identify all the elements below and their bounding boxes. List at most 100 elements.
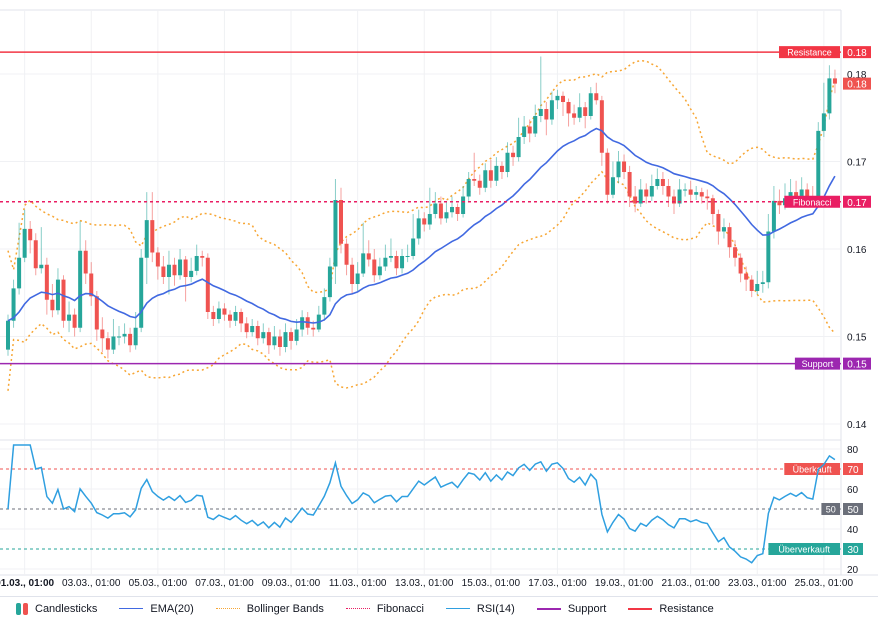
candle-body [300,317,305,330]
price-tick-label: 0.15 [847,333,867,344]
candle-body [39,264,44,269]
rsi-level-tag-label: 50 [826,505,836,515]
candle-body [599,100,604,153]
ema-line [7,127,836,324]
candle-body [760,282,765,284]
candle-body [133,327,138,346]
candle-body [194,256,199,271]
candle-body [538,109,543,116]
rsi-level-value-tag [843,543,863,555]
candle-body [339,200,343,244]
candle-body [272,336,277,346]
legend-item-fibonacci[interactable]: Fibonacci [345,602,424,615]
time-tick-label: 17.03., 01:00 [528,578,587,589]
candle-body [17,257,22,289]
candle-body [805,189,810,197]
candle-body [166,264,171,277]
candle-body [261,332,266,339]
time-tick-label: 21.03., 01:00 [661,578,720,589]
candle-body [572,113,577,118]
candle-body [616,161,621,178]
legend-item-support[interactable]: Support [536,602,607,615]
rsi-level-value-label: 70 [847,465,859,476]
candle-body [461,196,466,214]
candle-body [117,336,121,338]
candle-body [244,323,249,333]
legend-label: Support [567,602,607,615]
candlestick-swatch-icon [16,602,28,615]
level-value-label: 0.15 [847,360,867,371]
candle-body [672,196,676,204]
candle-body [649,186,654,197]
candle-body [283,332,288,347]
candle-body [233,312,238,321]
candle-body [633,196,638,204]
candle-body [178,259,183,276]
candle-body [44,264,49,300]
chart[interactable]: 0.14 0.15 0.16 0.17 0.18 20 40 60 80 01.03., 01:0… [0,0,878,596]
legend-label: Fibonacci [376,602,424,615]
legend-item-ema[interactable]: EMA(20) [119,603,194,615]
line-swatch-icon [119,608,144,609]
candle-body [239,312,244,324]
candle-body [333,200,338,267]
candle-body [566,102,571,114]
candle-body [250,326,255,333]
candle-body [799,189,804,197]
candle-body [377,266,382,276]
legend-item-rsi[interactable]: RSI(14) [445,602,515,615]
candle-body [400,256,405,269]
candle-body [516,137,521,158]
level-tag [794,357,840,370]
candle-body [477,180,482,188]
candle-body [627,172,632,197]
candle-body [411,238,416,256]
candle-body [89,273,94,297]
candle-body [72,314,77,328]
candle-body [344,243,349,265]
time-tick-label: 15.03., 01:00 [462,578,521,589]
candle-body [394,256,399,269]
time-tick-label: 07.03., 01:00 [195,578,254,589]
candle-body [472,179,477,181]
legend-item-bollinger[interactable]: Bollinger Bands [215,603,324,615]
candle-body [6,320,10,350]
time-tick-label: 05.03., 01:00 [129,578,188,589]
legend-item-resistance[interactable]: Resistance [628,603,714,615]
candle-body [28,228,33,241]
rsi-level-tag [768,543,840,555]
candle-body [788,192,793,199]
rsi-level-value-tag [843,503,863,515]
candle-body [433,203,438,214]
time-tick-label: 01.03., 01:00 [0,578,55,589]
candle-body [677,189,682,204]
candle-body [444,212,449,219]
candle-body [694,192,699,195]
legend-item-candlesticks[interactable]: Candlesticks [16,602,97,615]
candle-body [438,203,443,219]
time-tick-label: 13.03., 01:00 [395,578,454,589]
rsi-tick-label: 80 [847,445,859,456]
level-tag-label: Support [802,359,834,369]
candle-body [794,192,799,197]
candle-body [733,247,738,258]
candle-body [94,296,99,330]
candle-body [128,333,133,346]
candle-body [577,107,582,118]
candle-body [350,264,355,284]
candle-body [11,288,16,321]
level-tag [784,195,840,208]
candle-body [172,264,177,276]
time-tick-label: 23.03., 01:00 [728,578,787,589]
candle-body [266,332,271,346]
legend-label: RSI(14) [476,602,515,615]
candle-body [594,93,599,101]
candle-body [383,257,388,267]
line-swatch-icon [445,608,470,609]
candle-body [311,327,316,330]
candle-body [388,256,393,258]
level-value-label: 0.18 [847,48,867,59]
candle-body [366,253,371,260]
candle-body [583,107,588,116]
level-value-tag [843,195,871,208]
